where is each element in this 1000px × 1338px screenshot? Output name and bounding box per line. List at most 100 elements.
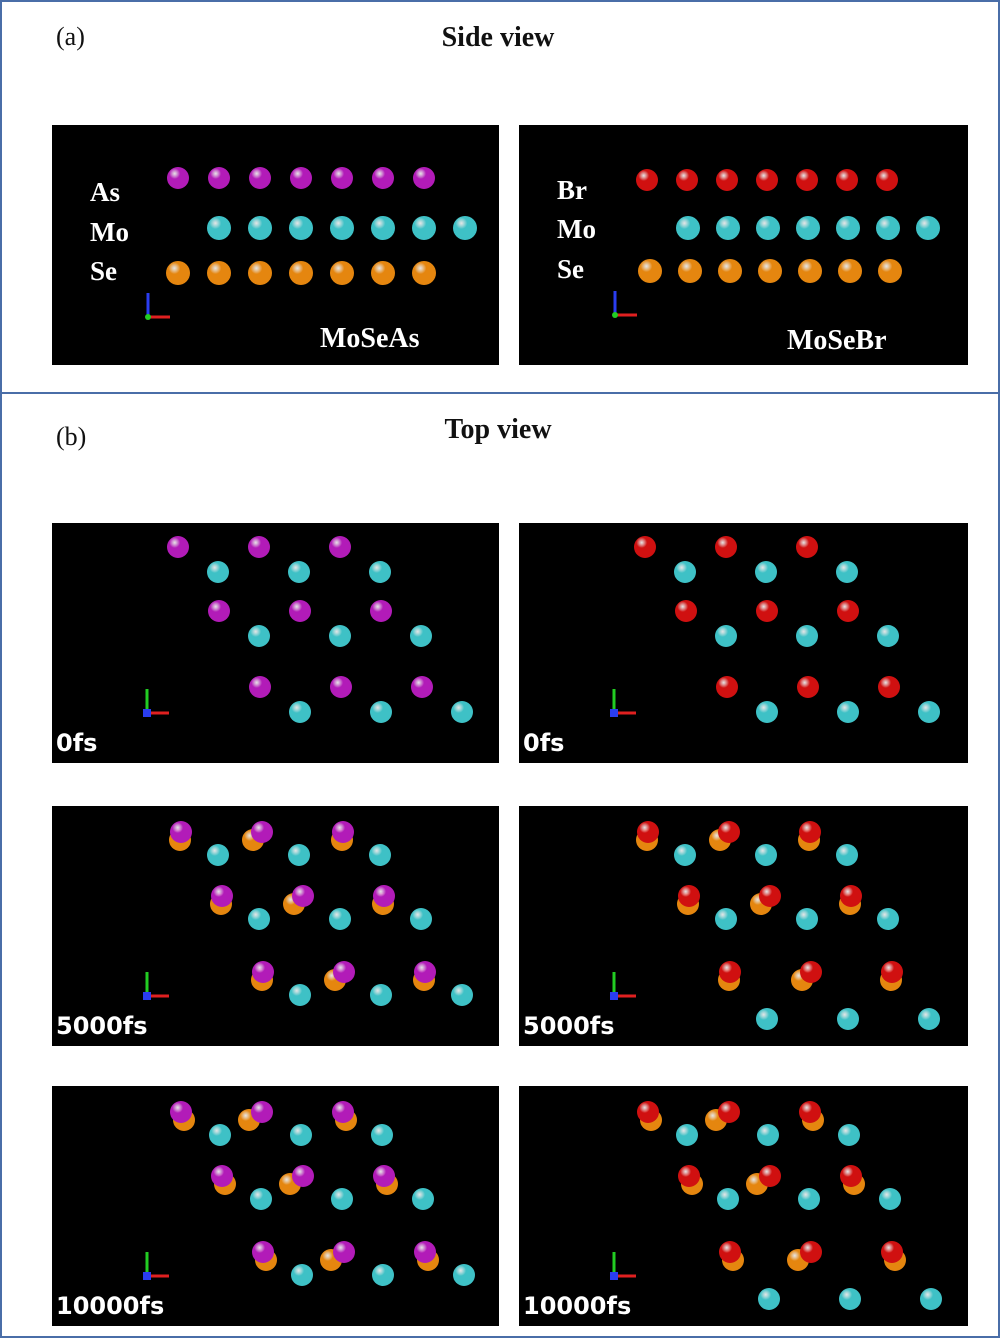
- mo-atom: [796, 625, 818, 647]
- side-panel-mosebr: Br Mo Se MoSeBr: [519, 125, 968, 365]
- br-atom: [759, 1165, 781, 1187]
- axis-origin: [143, 709, 151, 717]
- mo-atom: [796, 216, 820, 240]
- br-atom: [718, 821, 740, 843]
- br-atom: [837, 600, 859, 622]
- top-panel-mosebr-5000: 5000fs: [519, 806, 968, 1046]
- element-label-top: As: [90, 177, 121, 207]
- element-label-top: Br: [557, 175, 587, 205]
- mo-atom: [371, 216, 395, 240]
- mo-atom: [370, 984, 392, 1006]
- as-atom: [370, 600, 392, 622]
- as-atom: [208, 600, 230, 622]
- top-atoms: [143, 821, 473, 1006]
- time-label: 10000fs: [523, 1292, 632, 1320]
- mo-atom: [289, 984, 311, 1006]
- panel-a-label: (a): [56, 22, 85, 51]
- as-atom: [373, 885, 395, 907]
- time-label: 0fs: [56, 729, 98, 757]
- as-atom: [208, 167, 230, 189]
- top-panel-moseas-5000: 5000fs: [52, 806, 499, 1046]
- element-label-mid: Mo: [557, 214, 596, 244]
- as-atom: [248, 536, 270, 558]
- element-label-bottom: Se: [557, 254, 584, 284]
- mo-atom: [674, 561, 696, 583]
- se-atom: [166, 261, 190, 285]
- br-atom: [878, 676, 900, 698]
- as-atom: [167, 536, 189, 558]
- se-atom: [289, 261, 313, 285]
- axis-origin: [610, 1272, 618, 1280]
- br-atom: [836, 169, 858, 191]
- as-atom: [170, 1101, 192, 1123]
- br-atom: [796, 536, 818, 558]
- br-atom: [796, 169, 818, 191]
- mo-atom: [836, 561, 858, 583]
- br-atom: [716, 676, 738, 698]
- se-atom: [371, 261, 395, 285]
- mo-atom: [289, 701, 311, 723]
- br-atom: [881, 961, 903, 983]
- top-atoms: [610, 536, 940, 723]
- se-atom: [207, 261, 231, 285]
- mo-atom: [755, 561, 777, 583]
- mo-atom: [331, 1188, 353, 1210]
- as-atom: [373, 1165, 395, 1187]
- top-panel-mosebr-0: 0fs: [519, 523, 968, 763]
- br-atom: [799, 821, 821, 843]
- mo-atom: [329, 908, 351, 930]
- br-atom: [881, 1241, 903, 1263]
- mo-atom: [796, 908, 818, 930]
- mo-atom: [798, 1188, 820, 1210]
- mo-atom: [837, 701, 859, 723]
- mo-atom: [290, 1124, 312, 1146]
- as-atom: [249, 167, 271, 189]
- as-atom: [249, 676, 271, 698]
- br-atom: [756, 600, 778, 622]
- mo-atom: [248, 625, 270, 647]
- top-view-frame: [0, 392, 1000, 1338]
- as-atom: [289, 600, 311, 622]
- element-label-mid: Mo: [90, 217, 129, 247]
- side-atoms-mosebr: [612, 169, 940, 318]
- as-atom: [414, 961, 436, 983]
- mo-atom: [879, 1188, 901, 1210]
- mo-atom: [372, 1264, 394, 1286]
- br-atom: [799, 1101, 821, 1123]
- se-atom: [248, 261, 272, 285]
- top-panel-moseas-10000: 10000fs: [52, 1086, 499, 1326]
- mo-atom: [715, 625, 737, 647]
- side-atoms-moseas: [145, 167, 477, 320]
- top-atoms: [610, 821, 940, 1030]
- as-atom: [252, 961, 274, 983]
- br-atom: [719, 1241, 741, 1263]
- mo-atom: [370, 701, 392, 723]
- top-atoms: [143, 1101, 475, 1286]
- mo-atom: [207, 844, 229, 866]
- as-atom: [332, 1101, 354, 1123]
- mo-atom: [410, 625, 432, 647]
- mo-atom: [207, 216, 231, 240]
- as-atom: [332, 821, 354, 843]
- as-atom: [167, 167, 189, 189]
- br-atom: [716, 169, 738, 191]
- material-name: MoSeAs: [320, 323, 420, 354]
- mo-atom: [920, 1288, 942, 1310]
- mo-atom: [453, 1264, 475, 1286]
- mo-atom: [717, 1188, 739, 1210]
- br-atom: [800, 961, 822, 983]
- mo-atom: [410, 908, 432, 930]
- axis-origin: [612, 312, 618, 318]
- se-atom: [330, 261, 354, 285]
- br-atom: [676, 169, 698, 191]
- axis-origin: [143, 1272, 151, 1280]
- axis-origin: [610, 709, 618, 717]
- mo-atom: [756, 701, 778, 723]
- br-atom: [719, 961, 741, 983]
- br-atom: [675, 600, 697, 622]
- br-atom: [636, 169, 658, 191]
- mo-atom: [412, 1188, 434, 1210]
- as-atom: [411, 676, 433, 698]
- mo-atom: [916, 216, 940, 240]
- top-panel-mosebr-10000: 10000fs: [519, 1086, 968, 1326]
